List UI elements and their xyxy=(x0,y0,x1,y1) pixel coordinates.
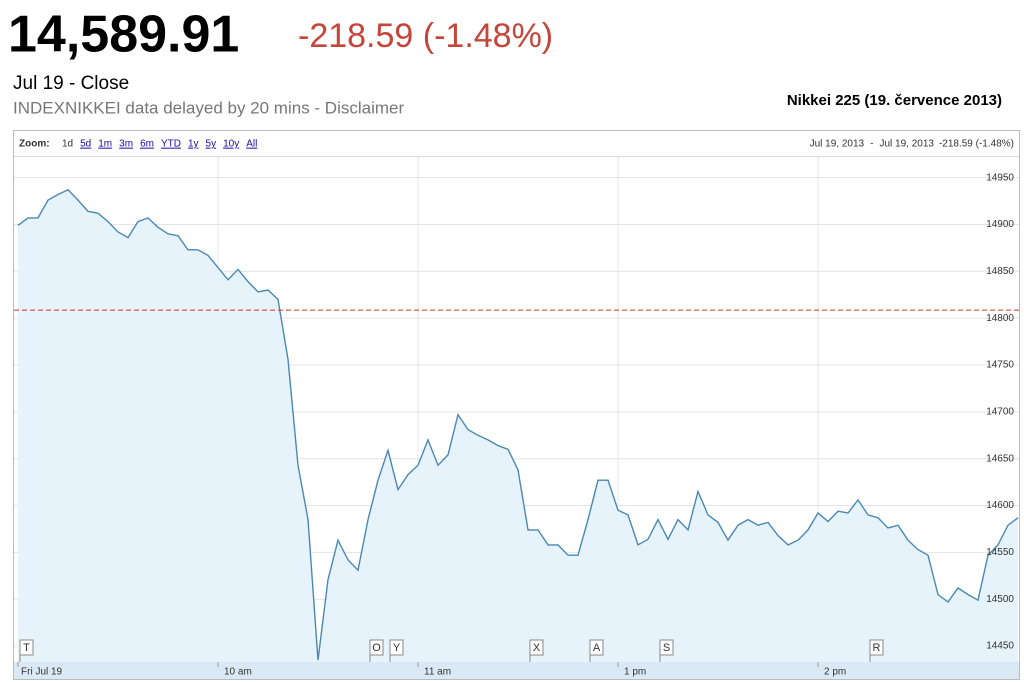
y-tick-label: 14700 xyxy=(986,406,1014,417)
x-tick-label: 10 am xyxy=(224,667,252,678)
flag-box[interactable] xyxy=(19,639,34,656)
y-tick-label: 14450 xyxy=(986,641,1014,652)
x-tick-label: 11 am xyxy=(424,667,451,678)
y-tick-label: 14750 xyxy=(986,360,1014,371)
toolbar: Zoom: 1d 5d 1m 3m 6m YTD 1y 5y 10y All -218.59 (-1.… xyxy=(19,139,1014,150)
zoom-option[interactable]: 1d xyxy=(62,139,73,150)
flag-label[interactable]: X xyxy=(533,642,541,654)
flag-box[interactable] xyxy=(369,639,384,656)
x-axis-strip xyxy=(14,662,1019,679)
y-tick-label: 14950 xyxy=(986,172,1014,183)
price-line xyxy=(17,188,1019,661)
range-from: Jul 19, 2013 xyxy=(810,139,865,150)
zoom-option[interactable]: All xyxy=(246,139,257,150)
axes: 14450 14500 14550 14600 14650 14700 14750 14800… xyxy=(17,172,1014,678)
y-tick-label: 14650 xyxy=(986,453,1014,464)
close-date: Jul 19 - Close xyxy=(13,73,129,94)
zoom-option[interactable]: 5d xyxy=(80,139,91,150)
flag-label[interactable]: R xyxy=(873,642,881,654)
flag-label[interactable]: S xyxy=(663,642,670,654)
price-change: -218.59 (-1.48%) xyxy=(298,17,553,55)
chart-title: Nikkei 225 (19. července 2013) xyxy=(787,92,1002,109)
range-change: -218.59 (-1.48%) xyxy=(939,139,1014,150)
range-separator: - xyxy=(870,139,873,150)
range-to: Jul 19, 2013 xyxy=(879,139,934,150)
flag-label[interactable]: Y xyxy=(393,642,401,654)
delay-note[interactable]: INDEXNIKKEI data delayed by 20 mins - Di… xyxy=(13,98,404,117)
price: 14,589.91 xyxy=(8,6,239,64)
y-tick-label: 14600 xyxy=(986,500,1014,511)
x-tick-label: 2 pm xyxy=(824,667,846,678)
x-tick-label: 1 pm xyxy=(624,667,646,678)
x-tick-label: Fri Jul 19 xyxy=(21,667,63,678)
zoom-option[interactable]: 1m xyxy=(98,139,112,150)
y-tick-label: 14850 xyxy=(986,266,1014,277)
zoom-option[interactable]: 6m xyxy=(140,139,154,150)
zoom-option[interactable]: 1y xyxy=(188,139,199,150)
zoom-option[interactable]: YTD xyxy=(161,139,181,150)
flag-label[interactable]: O xyxy=(372,642,381,654)
zoom-option[interactable]: 10y xyxy=(223,139,239,150)
zoom-option[interactable]: 5y xyxy=(206,139,217,150)
flag-box[interactable] xyxy=(869,639,884,656)
y-tick-label: 14550 xyxy=(986,547,1014,558)
zoom-label: Zoom: xyxy=(19,139,50,150)
y-tick-label: 14900 xyxy=(986,219,1014,230)
flag-label[interactable]: T xyxy=(23,642,30,654)
area-fill xyxy=(18,189,1018,663)
flag-box[interactable] xyxy=(659,639,674,656)
flag-box[interactable] xyxy=(389,639,404,656)
y-tick-label: 14800 xyxy=(986,313,1014,324)
flag-box[interactable] xyxy=(529,639,544,656)
zoom-option[interactable]: 3m xyxy=(119,139,133,150)
flag-label[interactable]: A xyxy=(593,642,601,654)
y-tick-label: 14500 xyxy=(986,594,1014,605)
flag-box[interactable] xyxy=(589,639,604,656)
